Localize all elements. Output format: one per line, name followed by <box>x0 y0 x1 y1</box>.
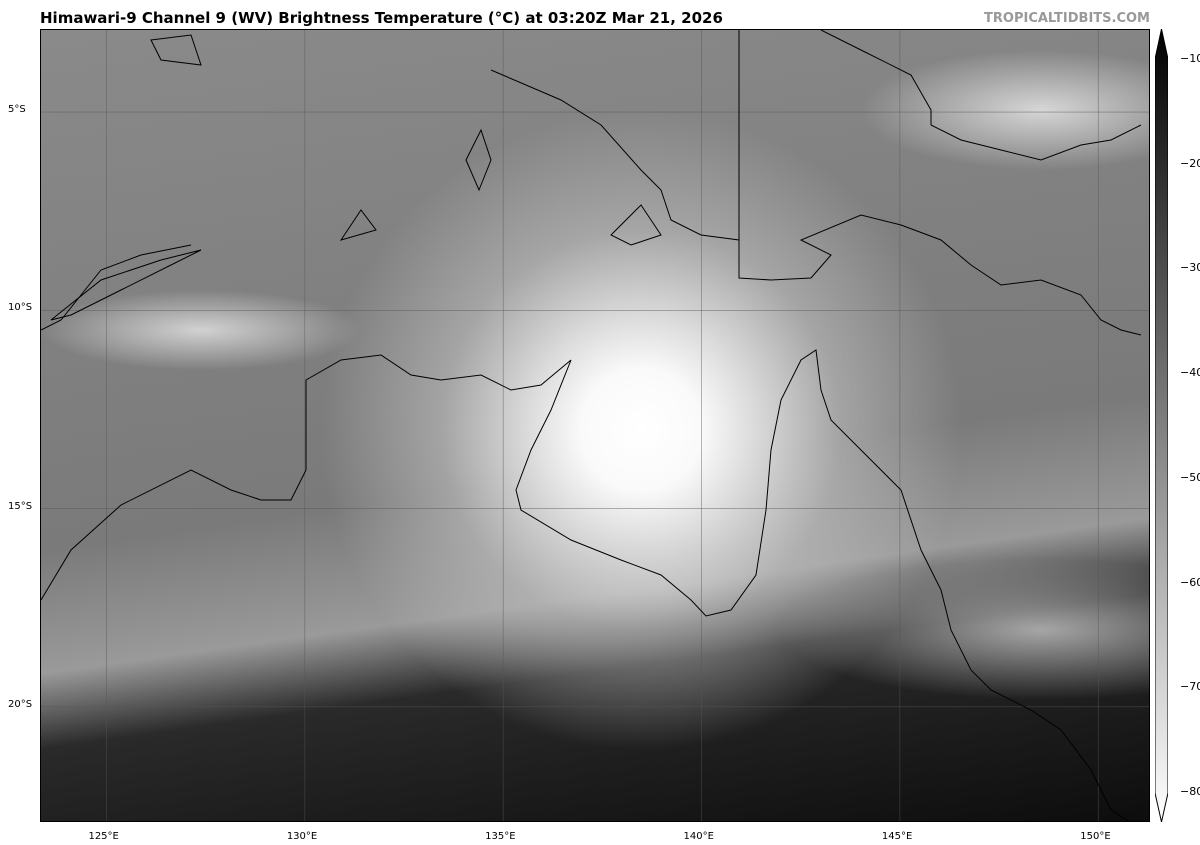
satellite-map <box>40 29 1150 822</box>
coastline-new-guinea <box>490 30 1142 336</box>
lat-tick-label: 15°S <box>8 500 33 512</box>
coastline-australia <box>41 244 1129 821</box>
colorbar-tick-label: −20 <box>1180 156 1200 170</box>
colorbar-tick-label: −30 <box>1180 261 1200 275</box>
colorbar-tick-label: −50 <box>1180 470 1200 484</box>
colorbar-tick-label: −70 <box>1180 680 1200 694</box>
colorbar-tick-label: −10 <box>1180 52 1200 65</box>
brand-watermark: TROPICALTIDBITS.COM <box>984 11 1150 26</box>
colorbar-tick-label: −80 <box>1180 785 1200 798</box>
lat-tick-label: 5°S <box>8 104 26 116</box>
lon-tick-label: 150°E <box>1080 831 1111 842</box>
coastlines <box>41 30 1149 821</box>
lat-tick-label: 10°S <box>8 302 33 314</box>
lon-tick-label: 145°E <box>881 831 913 842</box>
map-title: Himawari-9 Channel 9 (WV) Brightness Tem… <box>40 9 723 27</box>
colorbar-tick-label: −60 <box>1180 575 1200 589</box>
lon-tick-label: 135°E <box>485 831 516 842</box>
lon-tick-label: 130°E <box>286 831 318 842</box>
lat-tick-label: 20°S <box>8 698 33 710</box>
colorbar-tick-label: −40 <box>1180 366 1200 380</box>
coastline-islands <box>150 34 662 246</box>
colorbar <box>1155 29 1168 822</box>
lon-tick-label: 125°E <box>88 831 119 842</box>
coastline-timor <box>50 249 202 321</box>
lon-tick-label: 140°E <box>683 831 714 842</box>
